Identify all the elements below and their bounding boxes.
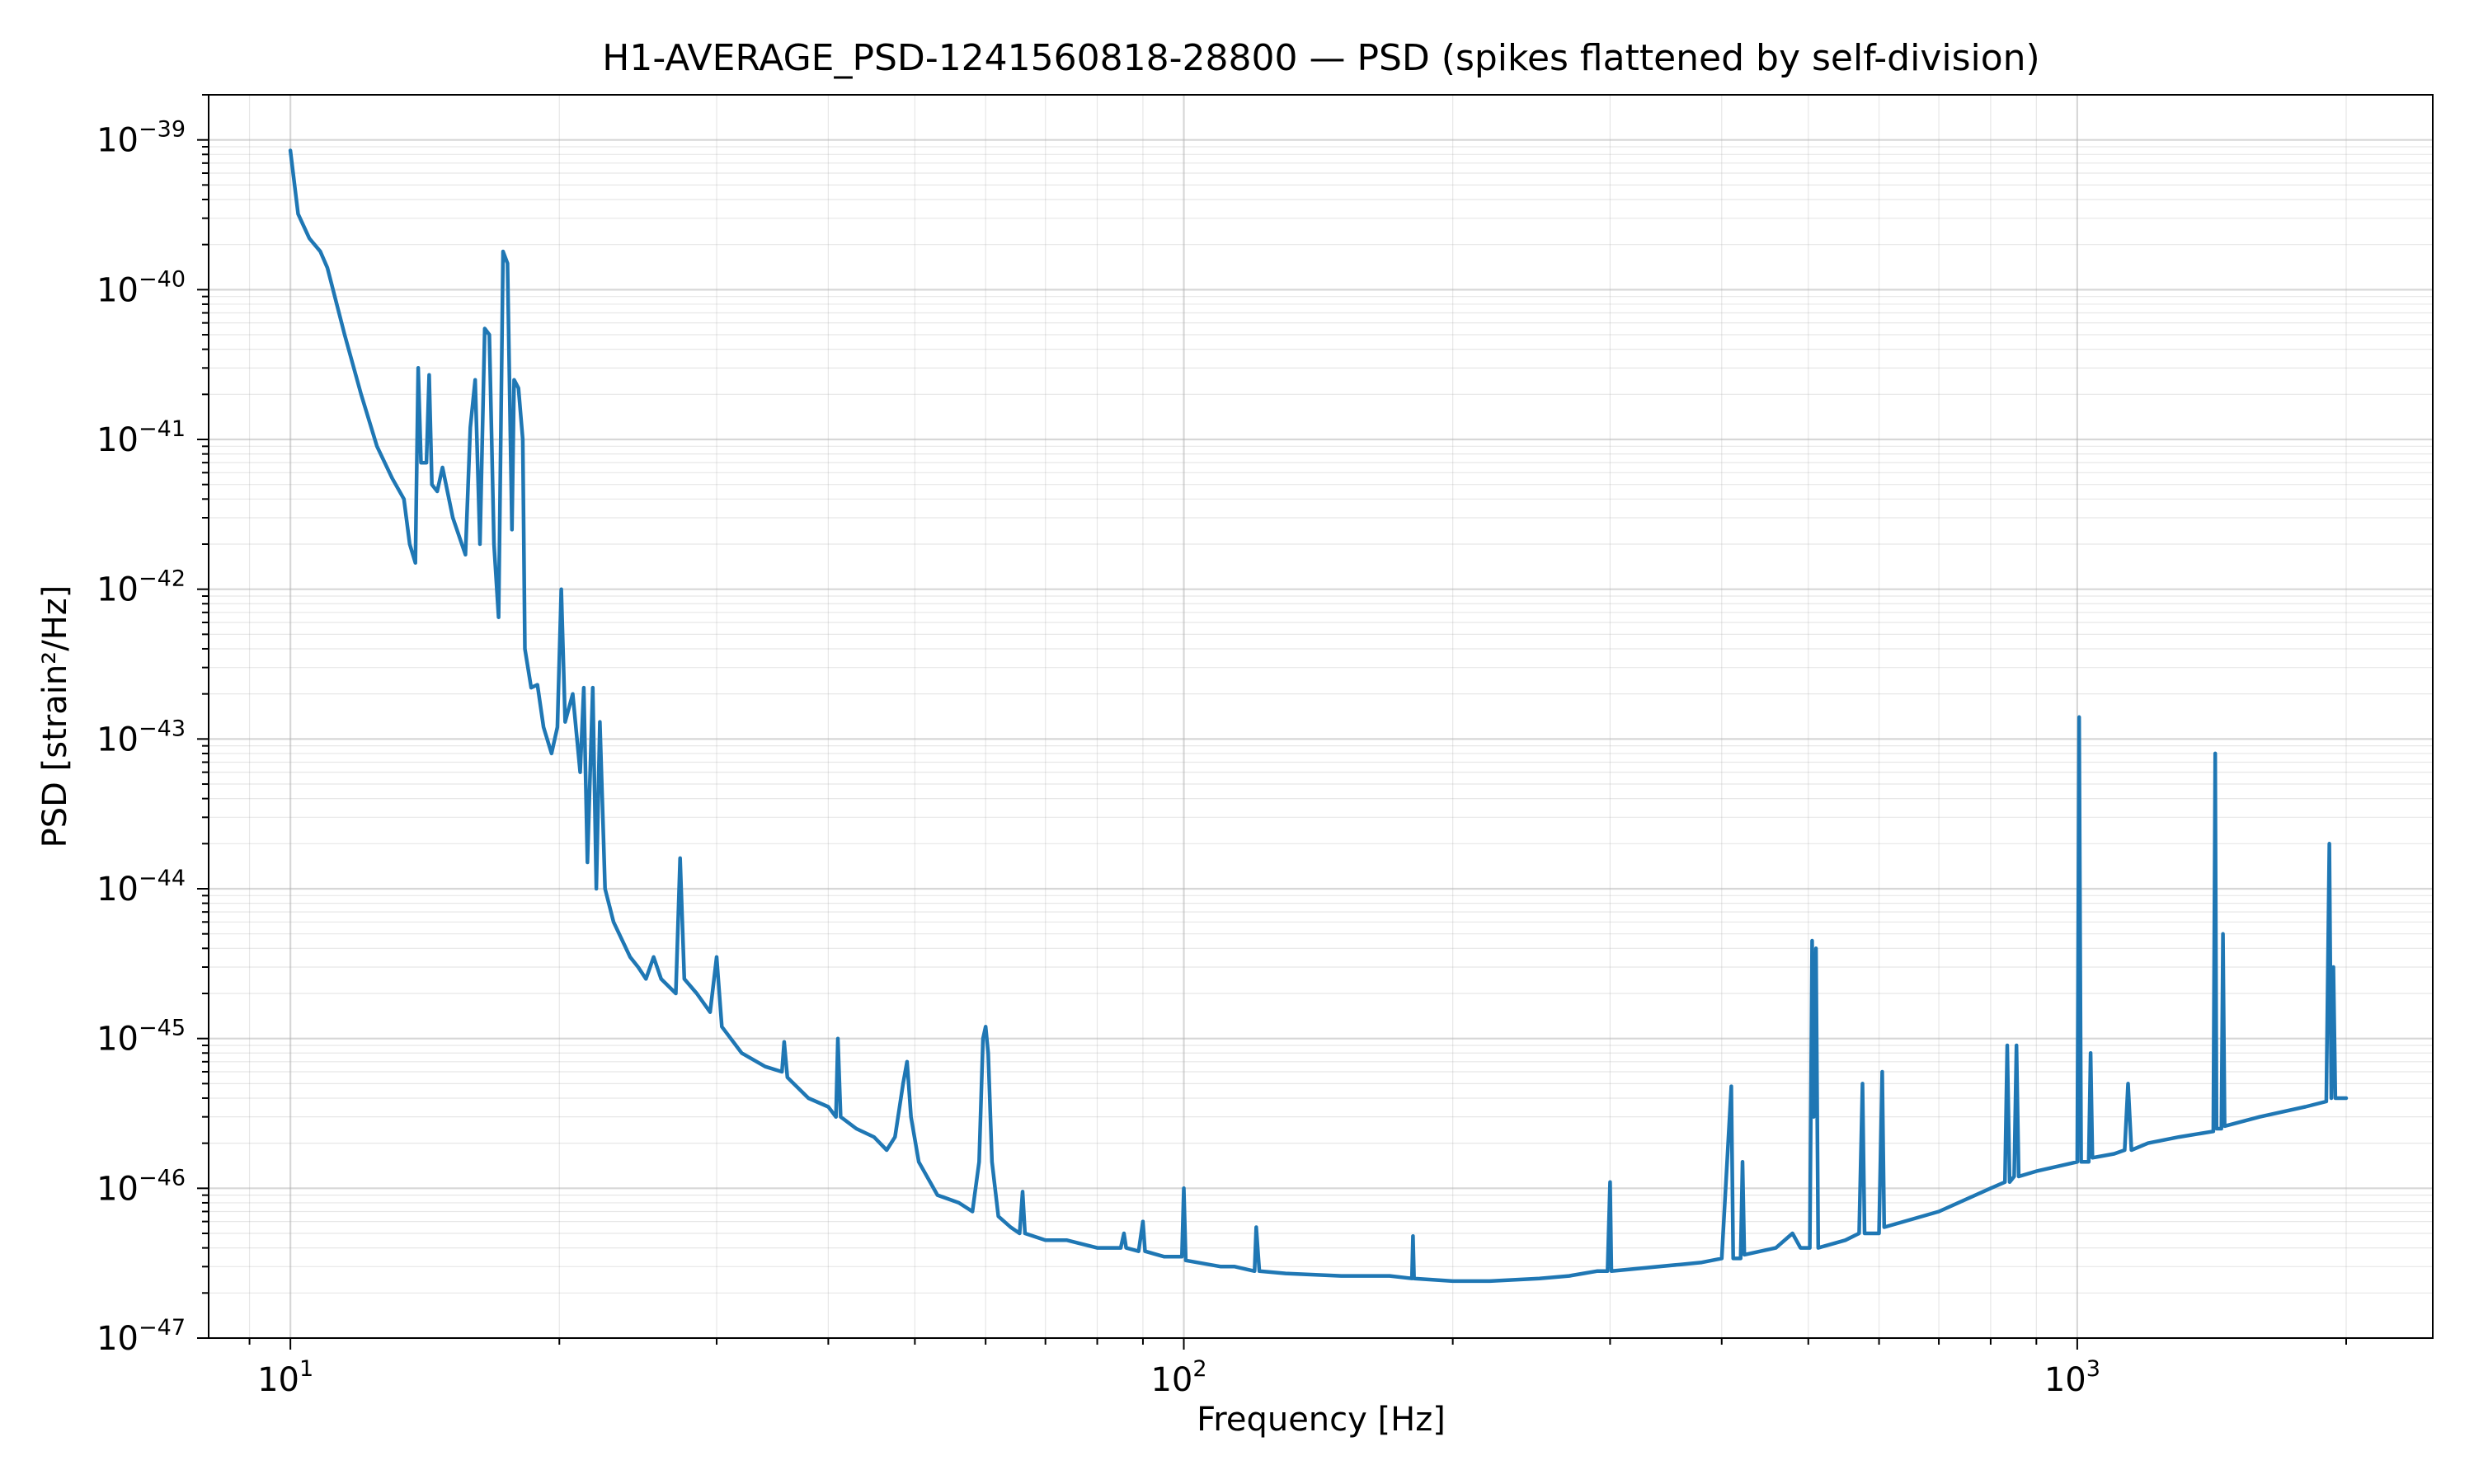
x-tick-label: 102 [1150,1356,1206,1399]
axes-frame [208,94,2434,1339]
chart-title: H1-AVERAGE_PSD-1241560818-28800 — PSD (s… [602,37,2039,79]
psd-series-line [288,148,2349,1284]
y-tick-label: 10−45 [96,1016,186,1059]
plot-area [288,148,2349,1284]
y-tick-label: 10−39 [96,117,186,160]
y-tick-label: 10−42 [96,566,186,609]
y-tick-label: 10−46 [96,1165,186,1208]
y-tick-label: 10−44 [96,866,186,909]
x-axis-label: Frequency [Hz] [1197,1401,1446,1439]
y-tick-label: 10−40 [96,266,186,309]
y-tick-label: 10−43 [96,716,186,758]
y-tick-label: 10−41 [96,416,186,459]
axis-ticks: 101 102 103 10−39 10−40 10−41 10−42 10−43 10−44 1… [96,94,2348,1399]
y-axis-label: PSD [strain²/Hz] [36,585,74,848]
x-tick-label: 101 [257,1356,313,1399]
x-tick-label: 103 [2044,1356,2100,1399]
y-tick-label: 10−47 [96,1315,186,1358]
